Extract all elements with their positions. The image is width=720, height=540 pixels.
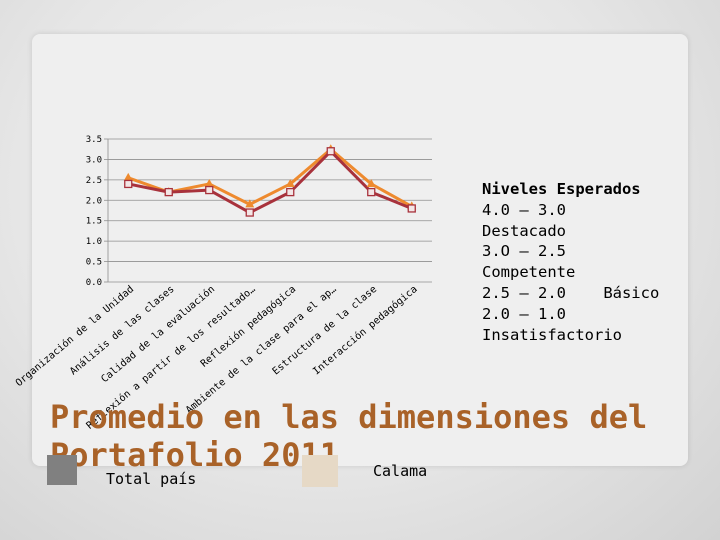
levels-line: 2.0 – 1.0	[482, 304, 566, 323]
y-tick-label: 1.0	[86, 237, 102, 247]
data-point-marker	[123, 172, 133, 181]
y-tick-label: 3.0	[86, 155, 102, 165]
series-line	[127, 147, 413, 208]
legend-label-total: Total país	[106, 470, 197, 488]
data-point-marker	[367, 187, 376, 197]
legend-swatch-calama	[302, 455, 338, 487]
data-point-marker	[366, 178, 376, 187]
data-point-marker	[164, 187, 173, 197]
y-tick-label: 2.0	[86, 196, 102, 206]
levels-line: 4.0 – 3.0	[482, 200, 566, 219]
data-point-marker	[204, 178, 214, 187]
levels-line: Destacado	[482, 221, 566, 240]
levels-line: Competente	[482, 263, 576, 282]
y-tick-label: 1.5	[86, 217, 102, 227]
y-tick-label: 0.0	[86, 278, 102, 288]
data-point-marker	[245, 199, 255, 208]
data-point-marker	[124, 179, 133, 189]
data-point-marker	[407, 204, 416, 213]
data-point-marker	[326, 147, 335, 156]
legend-label-calama: Calama	[373, 462, 428, 480]
y-tick-label: 0.5	[86, 258, 102, 268]
data-point-marker	[205, 185, 214, 195]
y-tick-label: 2.5	[86, 176, 102, 186]
slide-title: Promedio en las dimensiones del Portafol…	[50, 398, 648, 474]
levels-heading: Niveles Esperados	[482, 180, 641, 198]
category-label: Ambiente de la clase para el ap…	[184, 284, 339, 416]
data-point-marker	[286, 187, 295, 197]
levels-legend-text: Niveles Esperados 4.0 – 3.0 Destacado 3.…	[482, 179, 682, 345]
levels-line: 3.O – 2.5	[482, 242, 566, 261]
series-line	[127, 149, 413, 215]
levels-line: 2.5 – 2.0 Básico	[482, 283, 660, 302]
content-panel	[32, 34, 688, 466]
y-tick-label: 3.5	[86, 135, 102, 145]
data-point-marker	[245, 208, 254, 217]
legend-swatch-total	[47, 455, 77, 485]
levels-line: Insatisfactorio	[482, 325, 622, 344]
data-point-marker	[285, 178, 295, 187]
